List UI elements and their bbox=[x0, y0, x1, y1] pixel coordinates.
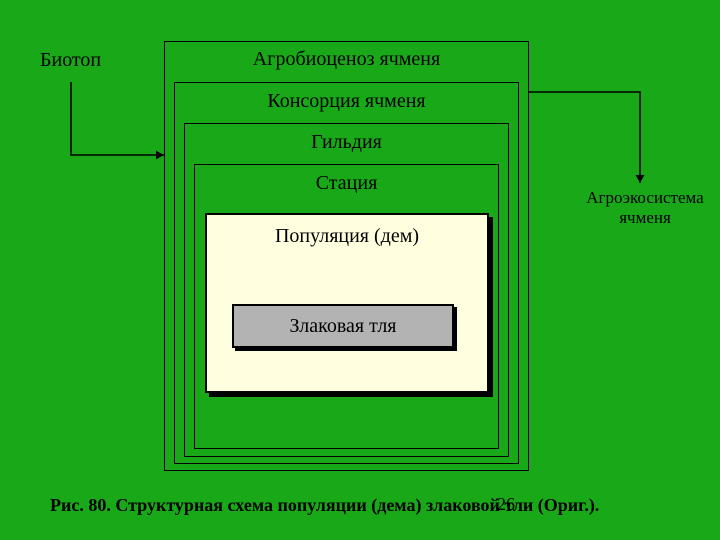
label-guild: Гильдия bbox=[184, 131, 509, 154]
label-species: Злаковая тля bbox=[232, 304, 454, 348]
label-consortium: Консорция ячменя bbox=[174, 90, 519, 113]
figure-caption: Рис. 80. Структурная схема популяции (де… bbox=[50, 495, 690, 516]
page-number: 26 bbox=[497, 494, 515, 515]
label-population: Популяция (дем) bbox=[205, 225, 489, 248]
label-agrobiocenosis: Агробиоценоз ячменя bbox=[164, 48, 529, 71]
label-agroecosystem: Агроэкосистема ячменя bbox=[570, 188, 720, 227]
label-biotope: Биотоп bbox=[40, 49, 101, 72]
label-station: Стация bbox=[194, 172, 499, 195]
diagram-canvas: Агробиоценоз ячменя Консорция ячменя Гил… bbox=[0, 0, 720, 540]
